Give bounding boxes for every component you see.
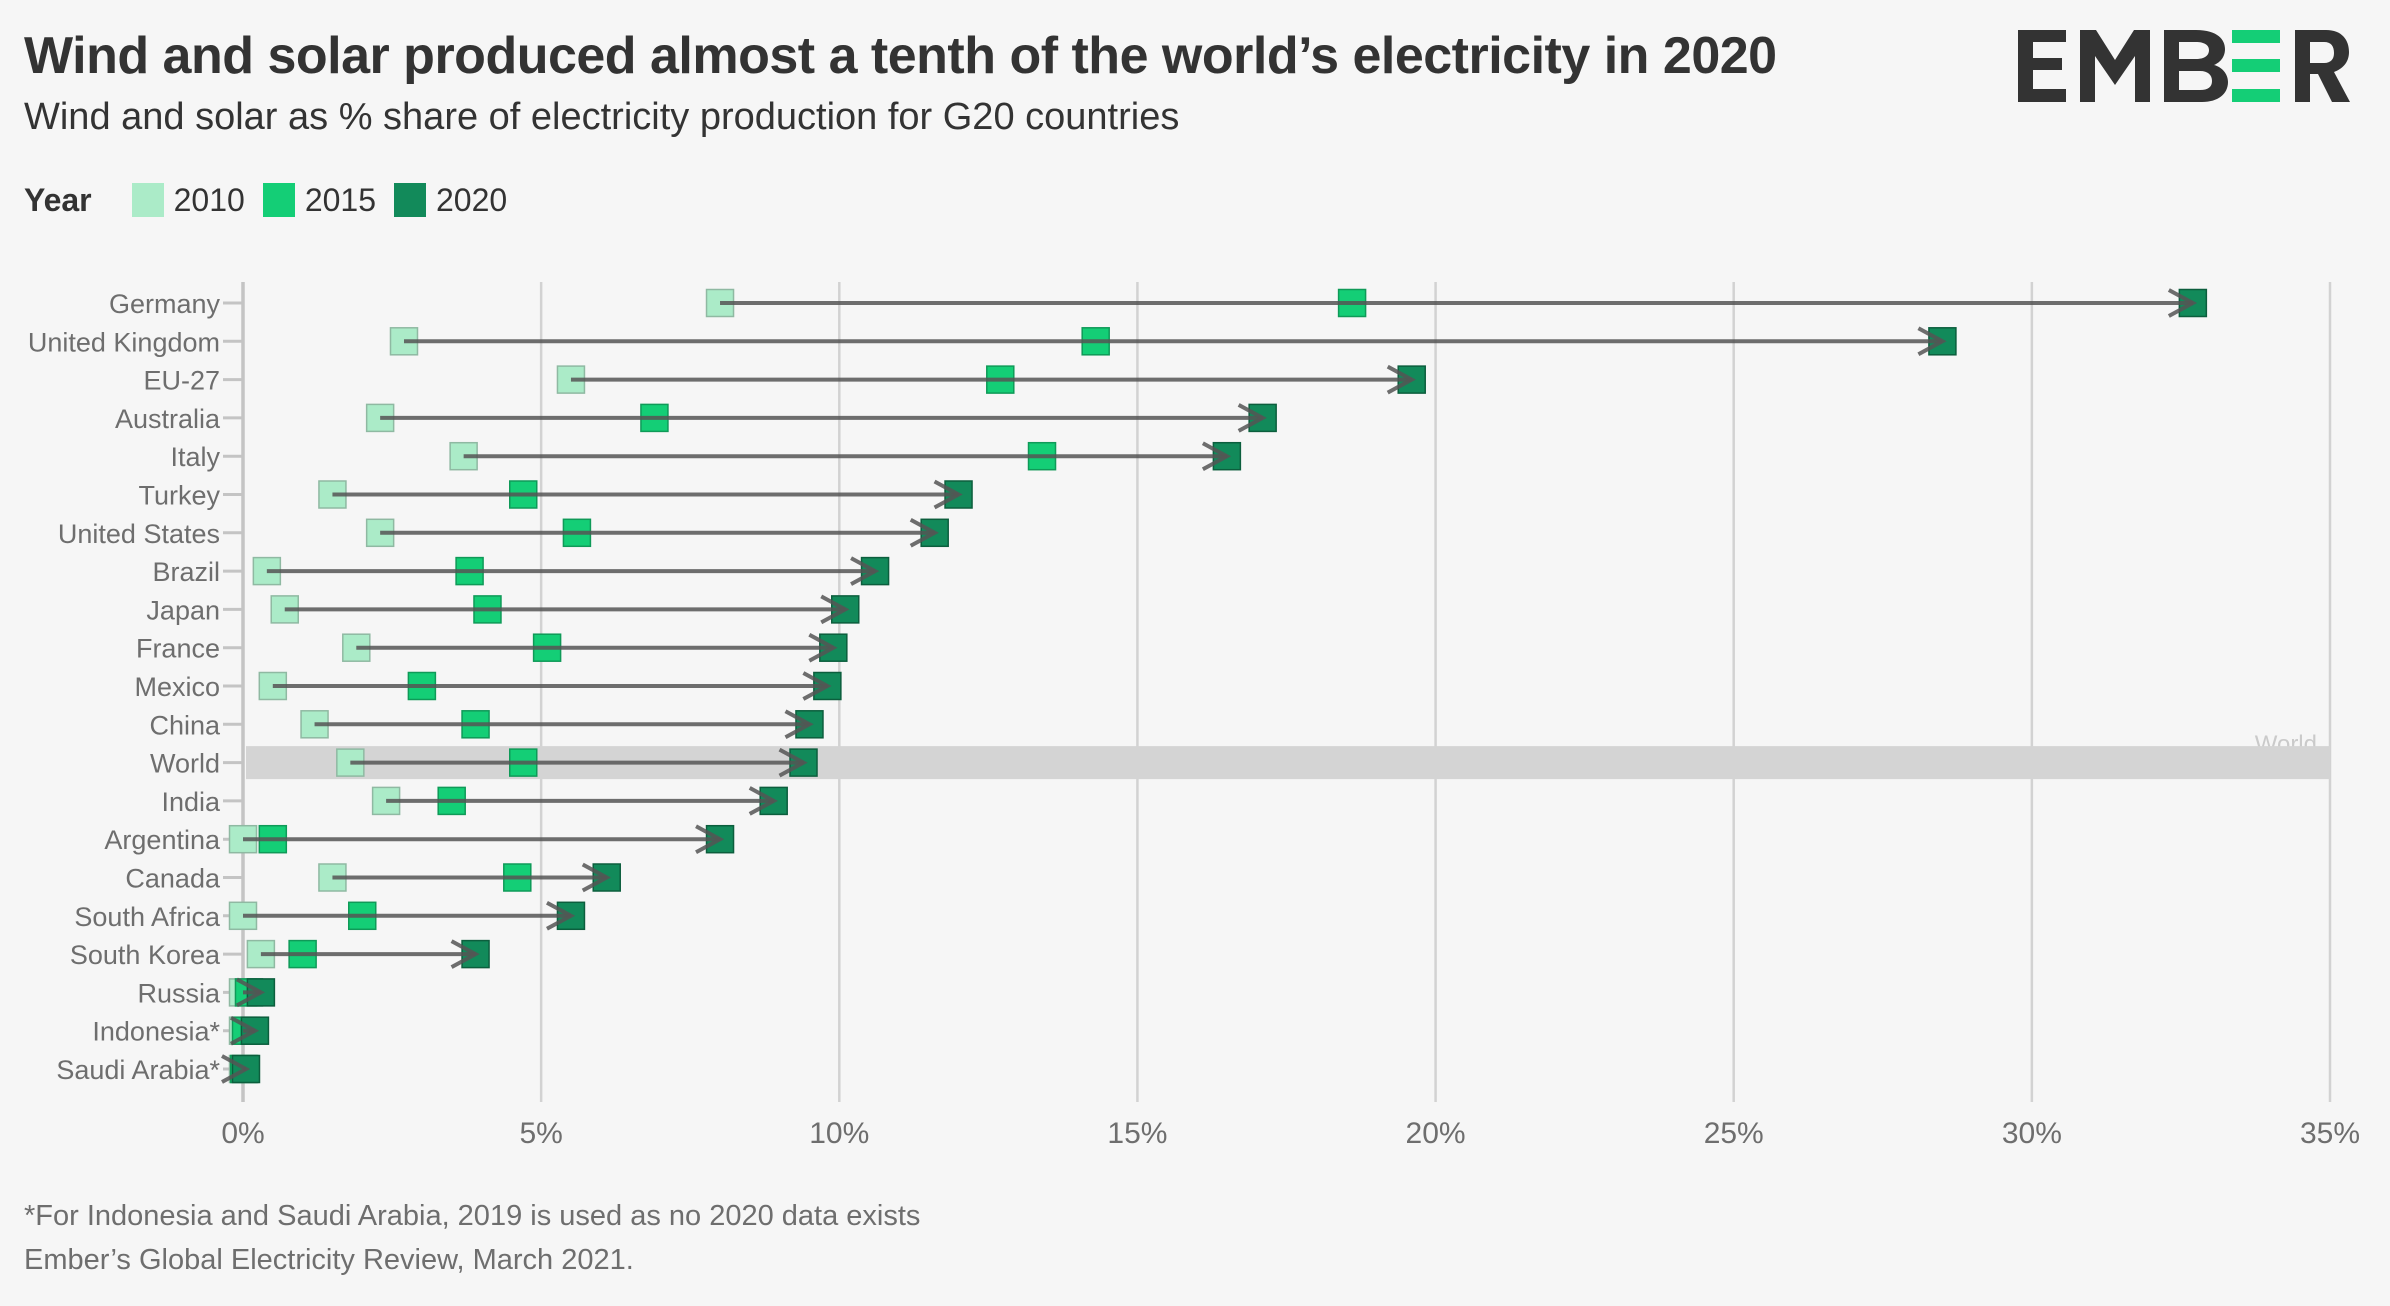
legend: Year 2010 2015 2020 [24, 178, 525, 222]
y-tick-label: Argentina [104, 825, 221, 855]
legend-swatch-2020 [394, 183, 426, 217]
arrow-head [235, 977, 266, 1008]
arrow-head [748, 786, 778, 816]
arrow-head [909, 518, 939, 548]
y-tick-label: India [161, 787, 221, 817]
arrow-head [546, 901, 576, 931]
x-tick-label: 20% [1406, 1117, 1466, 1150]
arrow-head [450, 939, 480, 969]
arrow-head [2167, 288, 2198, 318]
y-tick-label: Germany [109, 289, 221, 319]
y-tick-label: China [149, 710, 221, 740]
labels: 0% 5% 10% 15% 20% 25% 30% 35% Germany United King… [28, 289, 2360, 1150]
arrow-head [221, 1054, 251, 1084]
arrow-head [1917, 326, 1947, 357]
y-tick-label: World [150, 749, 220, 779]
x-tick-label: 25% [1704, 1117, 1764, 1150]
y-tick-label: United Kingdom [28, 327, 220, 357]
x-tick-label: 15% [1107, 1117, 1167, 1150]
x-tick-label: 35% [2300, 1117, 2360, 1150]
arrow-head [229, 1015, 260, 1046]
arrow-head [850, 556, 880, 586]
y-tick-label: South Korea [70, 940, 221, 970]
legend-swatch-2010 [131, 183, 164, 217]
y-tick-label: Russia [137, 978, 221, 1008]
y-tick-label: South Africa [74, 902, 221, 932]
y-tick-label: Brazil [152, 557, 220, 587]
y-tick-label: Saudi Arabia* [56, 1055, 220, 1085]
legend-title: Year [24, 181, 92, 218]
arrow-head [1201, 441, 1232, 471]
legend-label-2010: 2010 [173, 181, 245, 218]
legend-label-2015: 2015 [304, 181, 376, 218]
y-tick-label: Japan [146, 595, 220, 625]
y-tick-label: Turkey [138, 481, 220, 511]
y-tick-label: Canada [125, 864, 221, 894]
source-note: Ember’s Global Electricity Review, March… [24, 1244, 634, 1276]
legend-label-2020: 2020 [436, 181, 508, 218]
arrow-head [778, 747, 808, 778]
y-tick-label: Indonesia* [92, 1017, 220, 1047]
y-tick-label: Australia [115, 404, 221, 434]
arrow-head [820, 594, 850, 625]
arrow-head [1386, 364, 1416, 395]
x-tick-label: 30% [2002, 1117, 2062, 1150]
y-tick-label: Italy [170, 442, 220, 472]
chart-subtitle: Wind and solar as % share of electricity… [24, 96, 1180, 138]
y-tick-label: United States [58, 519, 220, 549]
arrow-head [933, 479, 963, 510]
legend-item-2020[interactable]: 2020 [394, 182, 507, 219]
arrow-head [581, 862, 611, 893]
arrow-head [784, 709, 814, 740]
x-tick-label: 10% [809, 1117, 869, 1150]
legend-swatch-2015 [262, 183, 295, 217]
arrow-head [1237, 403, 1267, 433]
y-tick-label: France [136, 634, 220, 664]
y-tick-label: EU-27 [143, 366, 220, 396]
gridlines [539, 282, 2332, 1102]
x-tick-label: 0% [221, 1117, 264, 1150]
ember-logo-icon [2018, 30, 2350, 102]
arrows [221, 288, 2198, 1084]
highlight-band-layer: World [246, 731, 2330, 780]
legend-item-2015[interactable]: 2015 [262, 181, 376, 219]
footnote: *For Indonesia and Saudi Arabia, 2019 is… [24, 1200, 921, 1232]
legend-item-2010[interactable]: 2010 [131, 181, 245, 219]
chart-title: Wind and solar produced almost a tenth o… [24, 27, 1777, 85]
x-tick-label: 5% [519, 1117, 562, 1150]
arrow-head [808, 632, 838, 663]
ember-logo-green-e [2232, 30, 2280, 102]
arrow-head [802, 671, 832, 701]
y-tick-label: Mexico [134, 672, 220, 702]
arrow-head [695, 824, 725, 854]
